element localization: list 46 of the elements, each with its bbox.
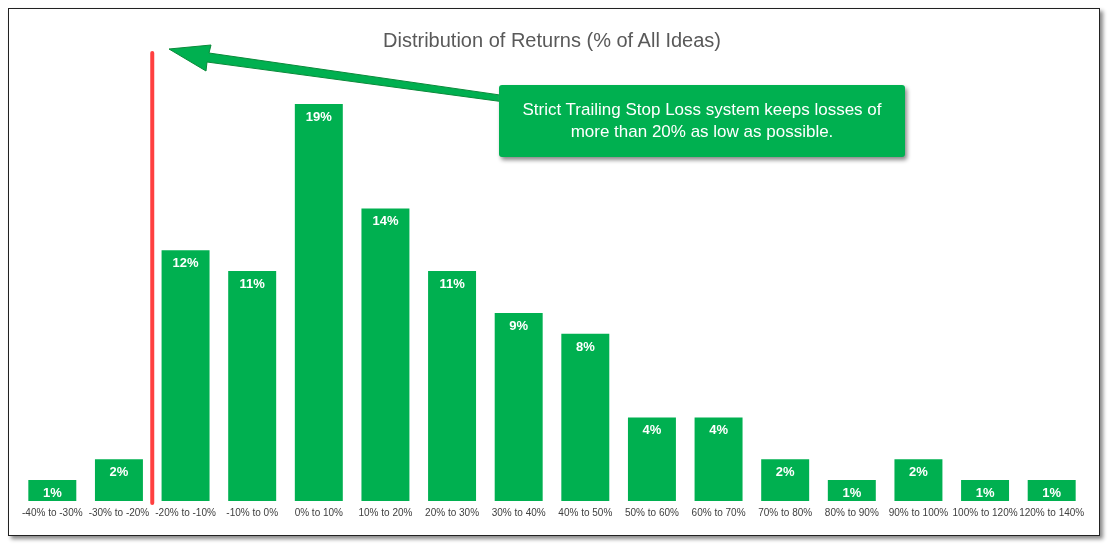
x-tick-label: 50% to 60%	[624, 506, 679, 518]
x-tick-label: 10% to 20%	[358, 506, 413, 518]
data-label: 1%	[1042, 485, 1062, 501]
bar	[627, 417, 676, 501]
x-tick-label: 30% to 40%	[491, 506, 546, 518]
data-label: 4%	[642, 422, 662, 438]
x-tick-label: 120% to 140%	[1019, 506, 1085, 518]
x-tick-label: -40% to -30%	[22, 506, 83, 518]
data-label: 12%	[172, 255, 200, 271]
bar	[161, 250, 210, 501]
data-label: 2%	[909, 464, 929, 480]
bar	[228, 271, 277, 501]
x-tick-label: 60% to 70%	[691, 506, 746, 518]
bar	[294, 103, 343, 501]
bar	[361, 208, 410, 501]
data-label: 1%	[42, 485, 63, 501]
x-tick-label: 40% to 50%	[558, 506, 613, 518]
bar	[694, 417, 743, 501]
x-tick-label: 90% to 100%	[888, 506, 949, 518]
x-tick-label: 20% to 30%	[425, 506, 480, 518]
data-label: 11%	[439, 276, 466, 292]
data-label: 1%	[975, 485, 995, 501]
bar	[894, 459, 943, 501]
data-label: 19%	[305, 108, 333, 124]
bar	[428, 271, 477, 501]
data-label: 8%	[575, 338, 596, 354]
bar	[561, 333, 610, 501]
data-label: 2%	[775, 464, 796, 480]
data-label: 9%	[509, 317, 529, 333]
data-label: 1%	[842, 485, 862, 501]
x-tick-label: 0% to 10%	[294, 506, 344, 518]
x-tick-label: 70% to 80%	[758, 506, 813, 518]
data-label: 11%	[239, 276, 266, 292]
chart-title: Distribution of Returns (% of All Ideas)	[383, 28, 721, 51]
bar	[494, 312, 543, 501]
x-tick-label: -30% to -20%	[88, 506, 150, 518]
x-tick-label: -10% to 0%	[226, 506, 279, 518]
bar	[761, 459, 810, 501]
annotation: Strict Trailing Stop Loss system keeps losses of more than 20% as low as possible.	[499, 85, 905, 157]
x-tick-label: -20% to -10%	[155, 506, 216, 518]
data-label: 14%	[372, 213, 399, 229]
data-label: 2%	[109, 464, 129, 480]
x-tick-label: 100% to 120%	[952, 506, 1018, 518]
x-tick-label: 80% to 90%	[824, 506, 879, 518]
data-label: 4%	[709, 422, 729, 438]
bar	[94, 459, 143, 501]
